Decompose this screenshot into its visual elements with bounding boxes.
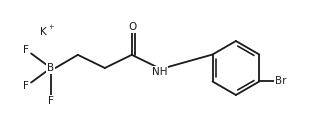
Text: F: F (23, 81, 29, 91)
Text: NH: NH (152, 67, 167, 77)
Text: F: F (48, 96, 54, 106)
Text: B: B (47, 63, 54, 73)
Text: K: K (40, 27, 47, 37)
Text: F: F (23, 45, 29, 55)
Text: +: + (48, 24, 53, 30)
Text: Br: Br (275, 76, 287, 86)
Text: O: O (128, 22, 136, 32)
